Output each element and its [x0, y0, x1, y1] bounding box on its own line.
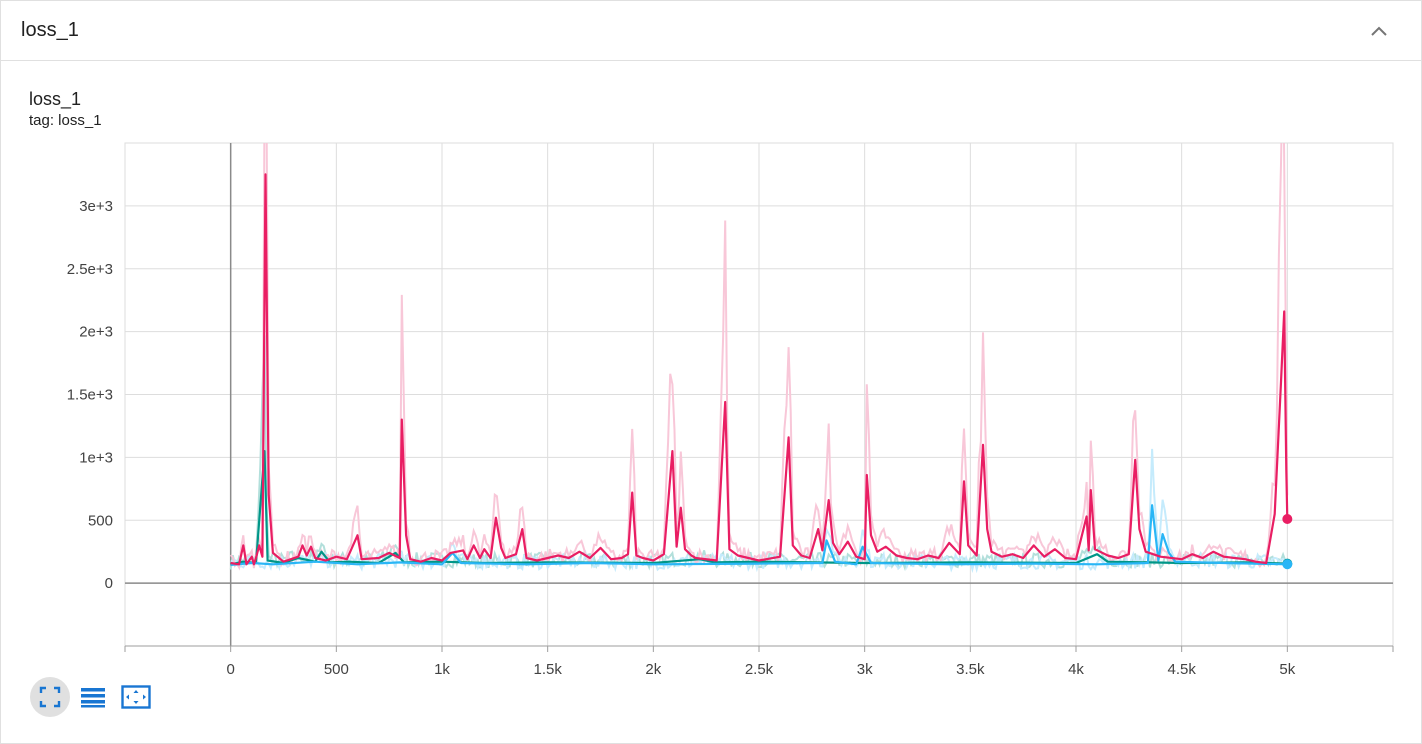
fit-domain-button[interactable]: [30, 677, 70, 717]
toggle-expand-button[interactable]: [116, 677, 156, 717]
y-tick-label: 3e+3: [79, 198, 113, 215]
y-tick-label: 2e+3: [79, 324, 113, 341]
tick-labels: 0 500 1k 1.5k 2k 2.5k 3k 3.5k 4k 4.5k 5k 0 500 1e+3 1.…: [67, 198, 1296, 676]
x-tick-label: 1k: [434, 661, 450, 676]
x-tick-label: 500: [324, 661, 349, 676]
x-tick-label: 3.5k: [956, 661, 985, 676]
y-tick-label: 2.5e+3: [67, 261, 113, 278]
x-tick-label: 0: [226, 661, 234, 676]
log-scale-button[interactable]: [73, 677, 113, 717]
y-tick-label: 1e+3: [79, 449, 113, 466]
log-scale-icon: [81, 688, 105, 708]
chart-title: loss_1: [29, 89, 82, 109]
toggle-expand-icon: [121, 685, 151, 709]
y-tick-label: 500: [88, 512, 113, 529]
pane-title: loss_1: [21, 19, 79, 41]
x-tick-label: 5k: [1279, 661, 1295, 676]
chart-grid: [124, 142, 1394, 647]
x-tick-label: 4k: [1068, 661, 1084, 676]
y-tick-label: 1.5e+3: [67, 387, 113, 404]
chart-axes: [124, 143, 1394, 652]
x-tick-label: 3k: [857, 661, 873, 676]
series-endpoint: [1282, 513, 1293, 524]
pane-header[interactable]: loss_1: [1, 1, 1421, 61]
chart-tag: tag: loss_1: [29, 112, 102, 129]
smoothed-series-layer: [230, 173, 1293, 570]
y-tick-label: 0: [105, 575, 113, 592]
loss-chart[interactable]: 0 500 1k 1.5k 2k 2.5k 3k 3.5k 4k 4.5k 5k 0 500 1e+3 1.…: [1, 131, 1421, 676]
x-tick-label: 1.5k: [533, 661, 562, 676]
chevron-up-icon: [1371, 26, 1387, 36]
x-tick-label: 4.5k: [1167, 661, 1196, 676]
collapse-button[interactable]: [1363, 15, 1395, 47]
x-tick-label: 2k: [645, 661, 661, 676]
series-endpoint: [1282, 559, 1293, 570]
fit-domain-icon: [39, 686, 61, 708]
x-tick-label: 2.5k: [745, 661, 774, 676]
